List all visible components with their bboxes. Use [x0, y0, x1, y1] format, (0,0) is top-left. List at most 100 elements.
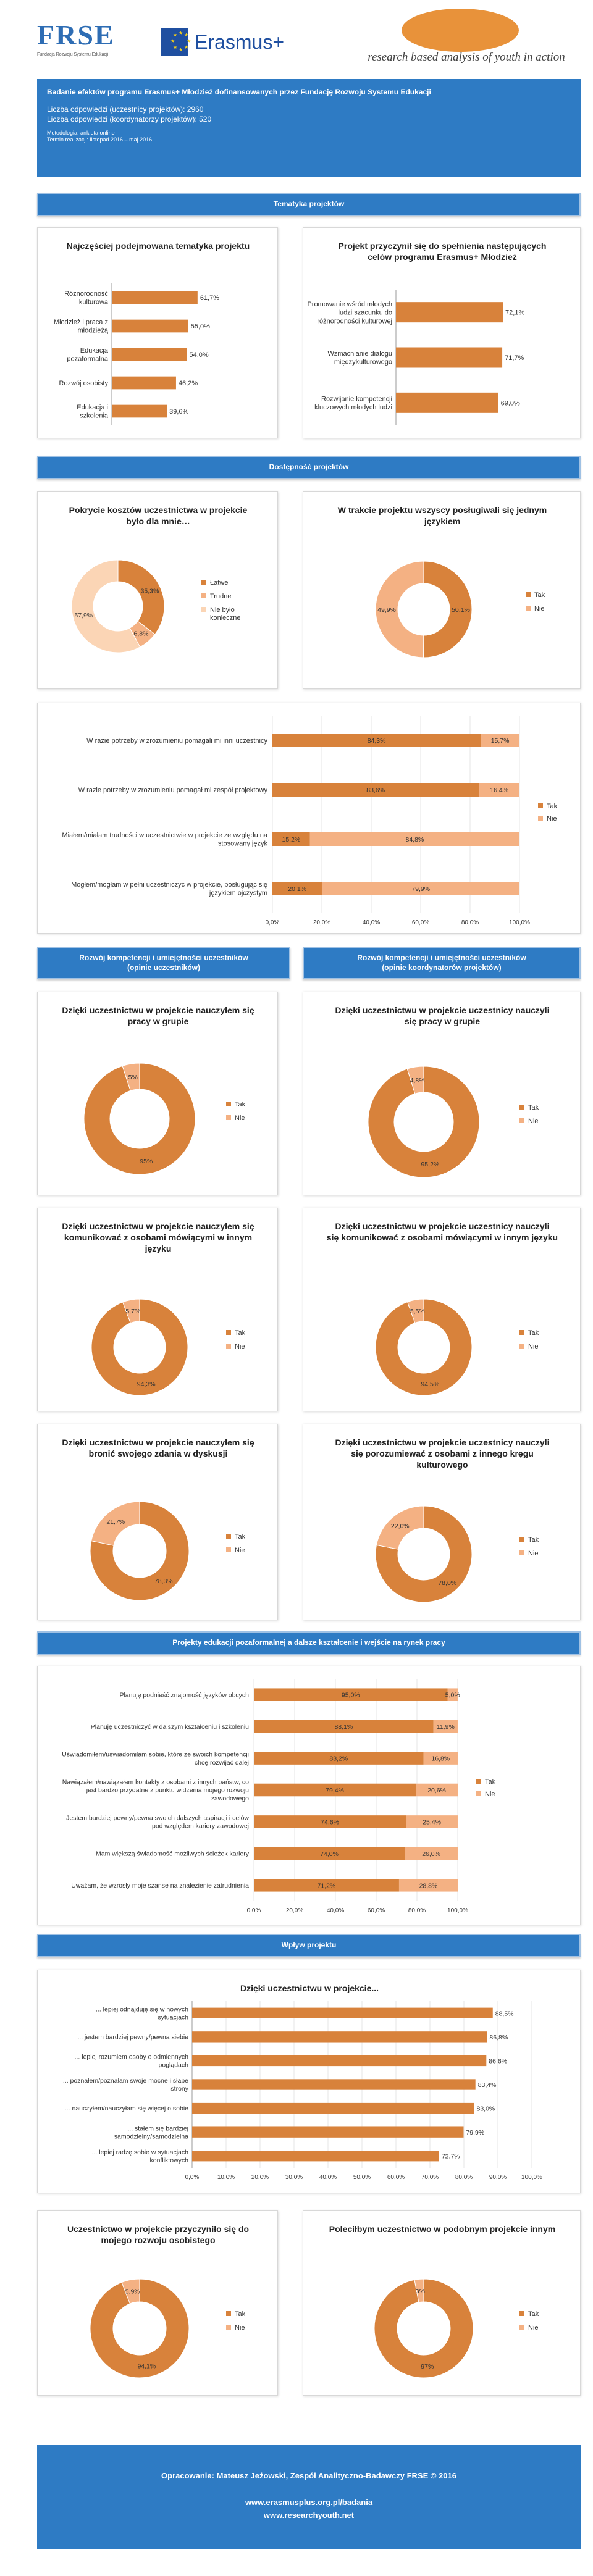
category-label: stosowany język [218, 840, 268, 848]
chart-p-dev: Uczestnictwo w projekcie przyczyniło się… [67, 2224, 249, 2378]
bar [192, 2151, 439, 2162]
data-label: 83,0% [477, 2106, 495, 2113]
footer-url-2: www.researchyouth.net [263, 2510, 355, 2520]
tick-label: 80,0% [461, 919, 479, 926]
frse-logo-subtitle: Fundacja Rozwoju Systemu Edukacji [37, 52, 109, 57]
tick-label: 60,0% [387, 2174, 405, 2181]
donut-slice [375, 1505, 473, 1603]
legend-label: Tak [534, 592, 545, 599]
chart-title: mojego rozwoju osobistego [101, 2235, 215, 2245]
data-label: 83,6% [366, 787, 385, 794]
category-label: ... jestem bardziej pewny/pewna siebie [77, 2034, 188, 2041]
panel-c-comm: Dzięki uczestnictwu w projekcie uczestni… [303, 1208, 581, 1411]
data-label: 69,0% [501, 399, 520, 407]
category-label: Rozwój osobisty [59, 380, 109, 387]
bar [396, 347, 503, 368]
category-label: pod względem kariery zawodowej [152, 1823, 249, 1830]
category-label: ... nauczyłem/nauczyłam się więcej o sob… [65, 2105, 188, 2112]
category-label: Planuję uczestniczyć w dalszym kształcen… [91, 1723, 249, 1731]
legend-label: Nie [235, 1114, 245, 1122]
section-education: Projekty edukacji pozaformalnej a dalsze… [37, 1631, 581, 1655]
chart-title: W trakcie projektu wszyscy posługiwali s… [338, 505, 547, 515]
bar-segment [272, 783, 479, 797]
category-label: Mogłem/mogłam w pełni uczestniczyć w pro… [71, 881, 267, 889]
ray-logo-text: research based analysis of youth in acti… [368, 51, 565, 64]
legend-swatch [519, 1550, 524, 1555]
legend-label: Tak [528, 2310, 539, 2318]
bar-segment [272, 882, 322, 895]
category-label: Różnorodność [64, 290, 108, 298]
legend-label: Trudne [210, 593, 231, 600]
panel-topics: Najczęściej podejmowana tematyka projekt… [37, 227, 278, 438]
legend-label: Łatwe [210, 579, 228, 587]
panel-costs: Pokrycie kosztów uczestnictwa w projekci… [37, 491, 278, 689]
data-label: 84,8% [406, 836, 424, 843]
data-label: 20,6% [427, 1787, 446, 1794]
legend-label: Tak [235, 1329, 246, 1337]
tick-label: 20,0% [313, 919, 330, 926]
bar [192, 2055, 487, 2067]
category-label: ludzi szacunku do [339, 309, 392, 317]
donut-slice [122, 1298, 140, 1324]
bar-segment [447, 1688, 458, 1701]
data-label: 4,8% [410, 1077, 425, 1084]
chart-p-group: Dzięki uczestnictwu w projekcie nauczyłe… [62, 1005, 254, 1175]
chart-p-comm: Dzięki uczestnictwu w projekcie nauczyłe… [62, 1221, 254, 1396]
category-label: zawodowego [211, 1795, 249, 1802]
bar-segment [309, 832, 519, 846]
category-label: językiem ojczystym [209, 890, 267, 897]
tick-label: 0,0% [266, 919, 280, 926]
tick-label: 60,0% [412, 919, 429, 926]
chart-title: Projekt przyczynił się do spełnienia nas… [339, 241, 547, 251]
legend-swatch [226, 1102, 231, 1106]
donut-slice [122, 1063, 140, 1091]
donut-slice [376, 1505, 424, 1550]
donut-slice [368, 1066, 480, 1178]
legend-label: Tak [528, 1104, 539, 1111]
category-label: Rozwijanie kompetencji [321, 395, 392, 403]
category-label: ... stałem się bardziej [127, 2125, 188, 2132]
chart-title: się komunikować z osobami mówiącymi w in… [327, 1232, 558, 1242]
panel-c-culture: Dzięki uczestnictwu w projekcie uczestni… [303, 1424, 581, 1620]
category-label: Wzmacnianie dialogu [327, 350, 392, 358]
category-label: ... lepiej odnajduję się w nowych [96, 2005, 188, 2013]
tick-label: 80,0% [455, 2174, 473, 2181]
legend-label: Nie [534, 605, 545, 613]
section-impact: Wpływ projektu [37, 1934, 581, 1957]
category-label: Planuję podnieść znajomość języków obcyc… [119, 1691, 249, 1699]
donut-slice [375, 1298, 473, 1396]
category-label: chcę rozwijać dalej [195, 1759, 249, 1767]
data-label: 16,8% [431, 1755, 450, 1763]
data-label: 71,2% [318, 1882, 336, 1889]
data-label: 5,9% [125, 2288, 140, 2296]
donut-slice [91, 1298, 188, 1396]
section-topics: Tematyka projektów [37, 193, 581, 216]
tick-label: 60,0% [368, 1907, 385, 1914]
category-label: Uświadomiłem/uświadomiłam sobie, które z… [62, 1751, 249, 1758]
chart-title: było dla mnie… [126, 516, 190, 526]
donut-slice [374, 2278, 474, 2378]
legend-swatch [201, 580, 206, 585]
tick-label: 80,0% [408, 1907, 426, 1914]
data-label: 83,2% [329, 1755, 348, 1763]
category-label: pozaformalna [67, 356, 109, 363]
legend-swatch [201, 593, 206, 598]
footer-url-1: www.erasmusplus.org.pl/badania [245, 2497, 373, 2507]
section-skills-participants: Rozwój kompetencji i umiejętności uczest… [37, 947, 290, 979]
data-label: 15,2% [282, 836, 301, 843]
category-label: samodzielny/samodzielna [114, 2133, 188, 2140]
bar [192, 2007, 493, 2018]
chart-title: bronić swojego zdania w dyskusji [89, 1449, 228, 1458]
legend-swatch [519, 1118, 524, 1123]
tick-label: 0,0% [185, 2174, 200, 2181]
data-label: 88,5% [495, 2010, 514, 2017]
panel-language-help: 0,0% 20,0% 40,0% 60,0% 80,0% 100,0% 84,3% 15,7%… [37, 703, 581, 934]
panel-p-group: Dzięki uczestnictwu w projekcie nauczyłe… [37, 992, 278, 1195]
data-label: 6,8% [134, 630, 149, 638]
ray-logo: research based analysis of youth in acti… [346, 6, 581, 74]
chart-c-group: Dzięki uczestnictwu w projekcie uczestni… [335, 1005, 550, 1178]
bar [192, 2102, 474, 2114]
category-label: Promowanie wśród młodych [307, 301, 392, 308]
data-label: 50,1% [452, 606, 470, 614]
bar-segment [254, 1783, 416, 1797]
